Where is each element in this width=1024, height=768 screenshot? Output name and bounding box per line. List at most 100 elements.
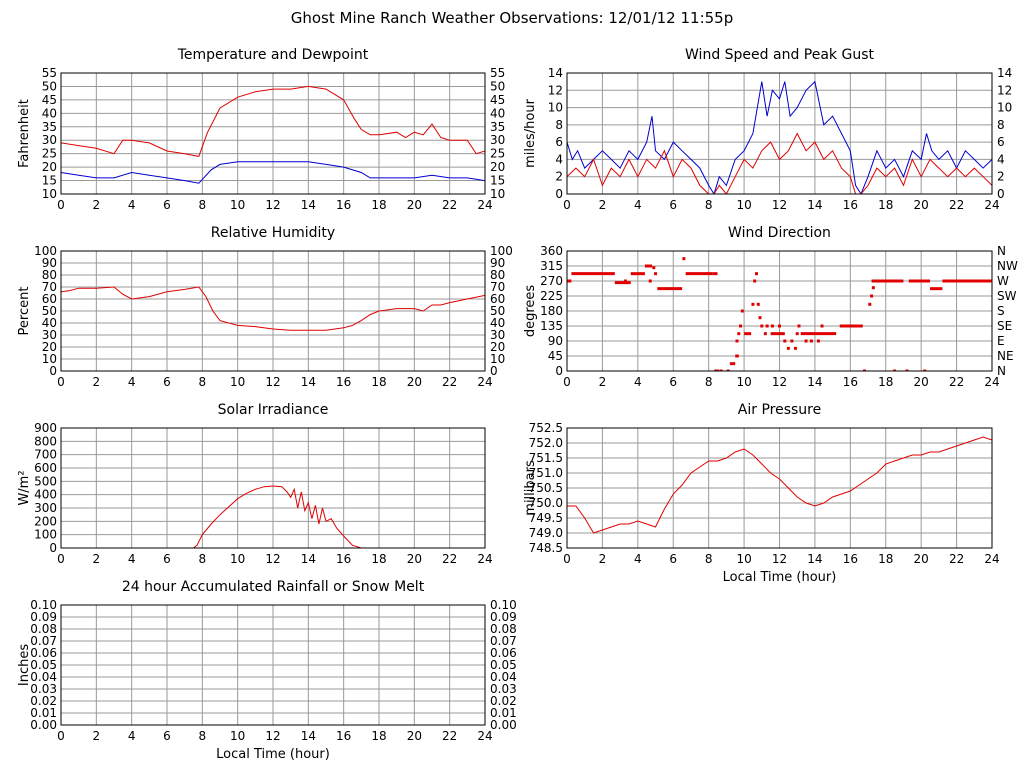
x-tick-label: 0 (57, 729, 65, 743)
series-line-1 (567, 80, 992, 194)
y-tick-label: 750.0 (529, 496, 563, 510)
y-tick-label: 35 (42, 120, 57, 134)
y-tick-label: 315 (540, 259, 563, 273)
y-tick-label: 0 (555, 364, 563, 378)
direction-point (754, 272, 758, 276)
y-tick-label: 0.01 (30, 706, 57, 720)
y-tick-label: 752.0 (529, 436, 563, 450)
y-tick-label: 500 (34, 474, 57, 488)
x-tick-label: 6 (163, 729, 171, 743)
right-tick-label: 14 (997, 66, 1012, 80)
x-tick-label: 0 (57, 375, 65, 389)
right-tick-label: 60 (490, 292, 505, 306)
direction-point (726, 369, 730, 371)
right-tick-label: 4 (997, 152, 1005, 166)
x-tick-label: 16 (843, 552, 858, 566)
x-tick-label: 24 (477, 729, 492, 743)
right-tick-label: N (997, 364, 1006, 378)
y-tick-label: 45 (42, 93, 57, 107)
x-tick-label: 6 (163, 552, 171, 566)
x-tick-label: 12 (265, 375, 280, 389)
right-tick-label: W (997, 274, 1009, 288)
direction-point (871, 286, 875, 290)
x-tick-label: 14 (301, 552, 316, 566)
x-tick-label: 8 (199, 729, 207, 743)
y-tick-label: 0.04 (30, 670, 57, 684)
series-line-1 (61, 485, 485, 548)
y-tick-label: 749.5 (529, 511, 563, 525)
right-tick-label: NW (997, 259, 1018, 273)
x-tick-label: 2 (93, 729, 101, 743)
direction-point (793, 346, 797, 350)
y-tick-label: 50 (42, 79, 57, 93)
y-tick-label: 600 (34, 461, 57, 475)
right-tick-label: 6 (997, 135, 1005, 149)
right-tick-label: 0.03 (490, 682, 517, 696)
y-tick-label: 0.08 (30, 622, 57, 636)
direction-point (816, 339, 820, 343)
x-tick-label: 2 (599, 552, 607, 566)
right-tick-label: 25 (490, 147, 505, 161)
x-tick-label: 8 (199, 375, 207, 389)
direction-point (770, 324, 774, 328)
x-tick-label: 20 (914, 198, 929, 212)
chart-title: Temperature and Dewpoint (177, 47, 369, 63)
right-tick-label: 50 (490, 304, 505, 318)
plot-frame (60, 427, 486, 549)
y-tick-label: 10 (42, 187, 57, 201)
right-tick-label: 2 (997, 170, 1005, 184)
x-tick-label: 22 (949, 375, 964, 389)
x-tick-label: 12 (265, 198, 280, 212)
right-tick-label: SW (997, 289, 1017, 303)
right-tick-label: 0.08 (490, 622, 517, 636)
y-tick-label: 749.0 (529, 526, 563, 540)
series-line-2 (567, 132, 992, 194)
direction-point (648, 279, 652, 283)
x-tick-label: 20 (407, 375, 422, 389)
x-tick-label: 18 (371, 198, 386, 212)
y-tick-label: 70 (42, 280, 57, 294)
y-tick-label: 14 (548, 66, 563, 80)
x-tick-label: 2 (93, 198, 101, 212)
right-tick-label: E (997, 334, 1005, 348)
x-tick-label: 20 (407, 552, 422, 566)
y-tick-label: 0.02 (30, 694, 57, 708)
x-tick-label: 2 (599, 198, 607, 212)
direction-point (716, 369, 720, 371)
y-tick-label: 6 (555, 135, 563, 149)
y-tick-label: 135 (540, 319, 563, 333)
right-tick-label: 40 (490, 106, 505, 120)
plot-frame (566, 250, 993, 372)
x-tick-label: 12 (772, 375, 787, 389)
plot-frame (566, 72, 993, 195)
y-tick-label: 0 (49, 541, 57, 555)
right-tick-label: 15 (490, 174, 505, 188)
y-tick-label: 10 (548, 101, 563, 115)
x-tick-label: 16 (336, 552, 351, 566)
direction-point (783, 339, 787, 343)
x-tick-label: 6 (669, 198, 677, 212)
x-tick-label: 24 (477, 198, 492, 212)
right-tick-label: 8 (997, 118, 1005, 132)
y-tick-label: 0.05 (30, 658, 57, 672)
x-tick-label: 6 (163, 198, 171, 212)
y-axis-label: W/m² (17, 470, 32, 505)
x-tick-label: 6 (163, 375, 171, 389)
plot-frame (60, 72, 486, 195)
right-tick-label: 0.06 (490, 646, 517, 660)
direction-point (763, 332, 767, 336)
x-tick-label: 16 (336, 375, 351, 389)
x-tick-label: 20 (914, 375, 929, 389)
y-tick-label: 225 (540, 289, 563, 303)
y-tick-label: 10 (42, 352, 57, 366)
x-tick-label: 18 (371, 375, 386, 389)
chart-title: Air Pressure (738, 402, 821, 418)
x-tick-label: 12 (772, 198, 787, 212)
x-tick-label: 0 (57, 198, 65, 212)
x-tick-label: 18 (878, 552, 893, 566)
right-tick-label: 12 (997, 83, 1012, 97)
series-line-1 (61, 85, 485, 157)
x-tick-label: 4 (634, 552, 642, 566)
y-tick-label: 40 (42, 106, 57, 120)
x-tick-label: 2 (599, 375, 607, 389)
